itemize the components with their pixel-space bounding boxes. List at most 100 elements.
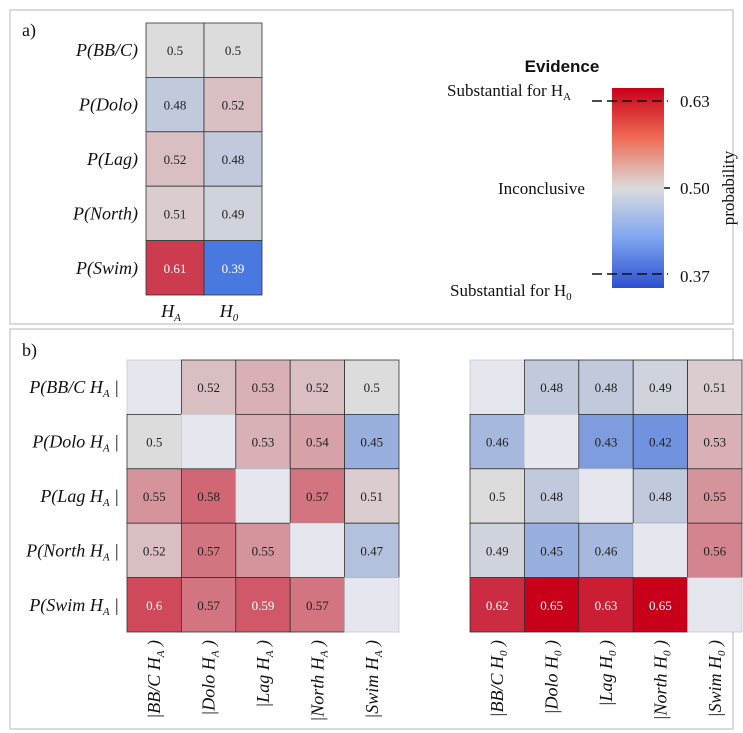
heatmap-cell — [235, 413, 291, 470]
heatmap-cell — [469, 577, 525, 633]
heatmap-cell — [289, 577, 346, 633]
heatmap-cell — [687, 577, 743, 633]
cell-value-label: 0.65 — [649, 598, 672, 613]
column-label: |Lag H0 ) — [596, 640, 619, 706]
cell-value-label: 0.5 — [146, 435, 162, 450]
heatmap-cell — [203, 131, 263, 187]
panel-a-frame — [9, 9, 734, 325]
row-label: P(BB/C) — [75, 40, 138, 61]
cell-value-label: 0.48 — [595, 380, 618, 395]
heatmap-cell — [687, 522, 743, 579]
heatmap-cell — [632, 577, 689, 633]
heatmap-cell — [145, 77, 205, 133]
cell-value-label: 0.46 — [595, 543, 618, 558]
heatmap-cell — [632, 413, 689, 470]
cell-value-label: 0.55 — [703, 489, 726, 504]
colorbar-tick-label: 0.50 — [680, 179, 710, 198]
annotation-low: Substantial for H0 — [450, 281, 572, 303]
heatmap-cell — [180, 413, 237, 470]
heatmap-cell — [203, 185, 263, 241]
heatmap-cell — [289, 413, 346, 470]
cell-value-label: 0.45 — [360, 435, 383, 450]
cell-value-label: 0.6 — [146, 598, 163, 613]
column-label: |Dolo HA ) — [199, 640, 222, 716]
heatmap-cell — [126, 577, 182, 633]
cell-value-label: 0.48 — [540, 489, 563, 504]
panel-a-label: a) — [22, 20, 36, 41]
cell-value-label: 0.57 — [306, 598, 329, 613]
heatmap-cell — [524, 577, 580, 633]
cell-value-label: 0.5 — [489, 489, 505, 504]
cell-value-label: 0.52 — [197, 380, 220, 395]
cell-value-label: 0.48 — [164, 98, 187, 113]
heatmap-cell — [578, 468, 634, 524]
cell-value-label: 0.54 — [306, 435, 329, 450]
cell-value-label: 0.52 — [306, 380, 329, 395]
cell-value-label: 0.49 — [222, 206, 245, 221]
heatmap-cell — [524, 359, 580, 415]
heatmap-cell — [203, 240, 263, 296]
row-label: P(Swim HA | — [28, 595, 119, 618]
row-label: P(Dolo) — [78, 95, 138, 116]
heatmap-cell — [203, 77, 263, 133]
cell-value-label: 0.51 — [703, 380, 726, 395]
heatmap-cell — [687, 359, 743, 415]
cell-value-label: 0.65 — [540, 598, 563, 613]
cell-value-label: 0.48 — [540, 380, 563, 395]
panel-b-label: b) — [22, 340, 37, 361]
cell-value-label: 0.51 — [164, 206, 187, 221]
column-label: |BB/C HA ) — [144, 640, 167, 719]
column-label: |Swim H0 ) — [705, 640, 728, 717]
cell-value-label: 0.57 — [197, 598, 220, 613]
cell-value-label: 0.55 — [252, 543, 275, 558]
heatmap-cell — [469, 413, 525, 470]
colorbar-tick-label: 0.37 — [680, 267, 710, 286]
cell-value-label: 0.5 — [167, 43, 183, 58]
heatmap-cell — [687, 413, 743, 470]
column-label: |Swim HA ) — [362, 640, 385, 719]
column-label: HA — [160, 301, 181, 324]
cell-value-label: 0.49 — [649, 380, 672, 395]
heatmap-cell — [289, 359, 346, 415]
colorbar-title: Evidence — [525, 57, 600, 76]
column-label: H0 — [219, 301, 239, 324]
heatmap-cell — [289, 468, 346, 524]
heatmap-cell — [524, 522, 580, 579]
heatmap-cell — [235, 577, 291, 633]
cell-value-label: 0.42 — [649, 435, 672, 450]
cell-value-label: 0.61 — [164, 261, 187, 276]
cell-value-label: 0.46 — [486, 435, 509, 450]
heatmap-b-ha: 0.52 0.53 0.52 0.5 0.5 0.53 0.54 0.45 0.55 0.58 0.… — [25, 359, 400, 722]
heatmap-cell — [126, 522, 182, 579]
cell-value-label: 0.5 — [225, 43, 241, 58]
colorbar-gradient — [612, 88, 664, 288]
column-label: |Dolo H0 ) — [542, 640, 565, 714]
heatmap-cell — [145, 131, 205, 187]
row-label: P(North HA | — [25, 540, 119, 563]
cell-value-label: 0.52 — [164, 152, 187, 167]
heatmap-cell — [235, 468, 291, 524]
heatmap-cell — [344, 577, 400, 633]
heatmap-cell — [524, 413, 580, 470]
heatmap-cell — [289, 522, 346, 579]
cell-value-label: 0.56 — [703, 543, 726, 558]
heatmap-cell — [469, 359, 525, 415]
cell-value-label: 0.57 — [306, 489, 329, 504]
annotation-mid: Inconclusive — [498, 179, 585, 198]
heatmap-b-h0: 0.48 0.48 0.49 0.51 0.46 0.43 0.42 0.53 0.5 0.48 0… — [469, 359, 743, 720]
heatmap-cell — [344, 413, 400, 470]
heatmap-cell — [145, 185, 205, 241]
colorbar-axis-label: probability — [719, 150, 738, 225]
cell-value-label: 0.53 — [252, 435, 275, 450]
cell-value-label: 0.43 — [595, 435, 618, 450]
cell-value-label: 0.59 — [252, 598, 275, 613]
heatmap-cell — [632, 359, 689, 415]
row-label: P(Dolo HA | — [31, 432, 119, 455]
cell-value-label: 0.39 — [222, 261, 245, 276]
cell-value-label: 0.63 — [595, 598, 618, 613]
cell-value-label: 0.51 — [360, 489, 383, 504]
cell-value-label: 0.57 — [197, 543, 220, 558]
column-label: |North HA ) — [307, 640, 330, 722]
heatmap-cell — [578, 359, 634, 415]
